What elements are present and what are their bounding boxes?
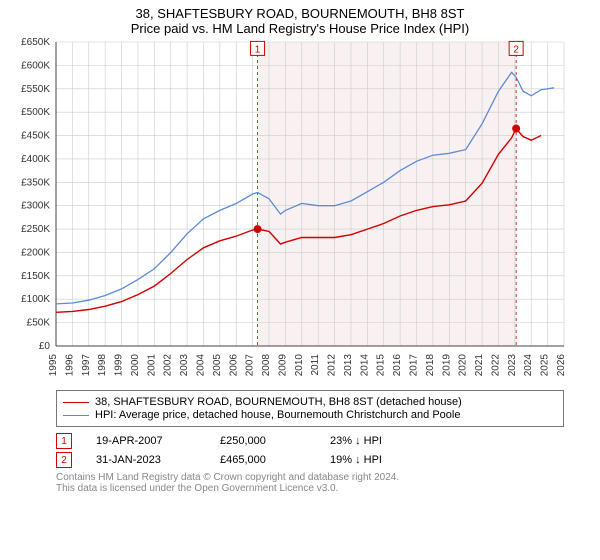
- svg-text:2020: 2020: [458, 354, 469, 377]
- svg-text:£0: £0: [39, 341, 51, 352]
- svg-text:2006: 2006: [228, 354, 239, 377]
- sale-date: 19-APR-2007: [96, 435, 220, 447]
- svg-text:2013: 2013: [343, 354, 354, 377]
- sale-price: £465,000: [220, 454, 330, 466]
- svg-text:2024: 2024: [523, 354, 534, 377]
- svg-text:£600K: £600K: [21, 60, 50, 71]
- svg-text:2011: 2011: [310, 354, 321, 376]
- legend-swatch: [63, 415, 89, 416]
- svg-text:2009: 2009: [277, 354, 288, 377]
- svg-text:£650K: £650K: [21, 38, 50, 48]
- chart-title: 38, SHAFTESBURY ROAD, BOURNEMOUTH, BH8 8…: [0, 0, 600, 38]
- svg-text:£500K: £500K: [21, 107, 50, 118]
- legend-label: 38, SHAFTESBURY ROAD, BOURNEMOUTH, BH8 8…: [95, 396, 462, 408]
- svg-text:£350K: £350K: [21, 177, 50, 188]
- svg-text:2025: 2025: [540, 354, 551, 377]
- sale-date: 31-JAN-2023: [96, 454, 220, 466]
- title-address: 38, SHAFTESBURY ROAD, BOURNEMOUTH, BH8 8…: [0, 6, 600, 21]
- svg-text:2014: 2014: [359, 354, 370, 377]
- sale-delta: 23% ↓ HPI: [330, 435, 450, 447]
- title-subtitle: Price paid vs. HM Land Registry's House …: [0, 21, 600, 36]
- svg-text:2016: 2016: [392, 354, 403, 377]
- svg-text:2021: 2021: [474, 354, 485, 377]
- svg-text:£100K: £100K: [21, 294, 50, 305]
- svg-text:2008: 2008: [261, 354, 272, 377]
- svg-text:1997: 1997: [81, 354, 92, 377]
- footer-line1: Contains HM Land Registry data © Crown c…: [56, 472, 564, 483]
- svg-text:2026: 2026: [556, 354, 567, 377]
- svg-text:1: 1: [255, 44, 261, 55]
- svg-text:2000: 2000: [130, 354, 141, 377]
- svg-text:£200K: £200K: [21, 247, 50, 258]
- sale-price: £250,000: [220, 435, 330, 447]
- svg-text:1996: 1996: [64, 354, 75, 377]
- legend-item: HPI: Average price, detached house, Bour…: [63, 409, 557, 421]
- legend: 38, SHAFTESBURY ROAD, BOURNEMOUTH, BH8 8…: [56, 390, 564, 427]
- legend-swatch: [63, 402, 89, 403]
- svg-text:2010: 2010: [294, 354, 305, 377]
- footer: Contains HM Land Registry data © Crown c…: [56, 472, 564, 494]
- svg-text:2001: 2001: [146, 354, 157, 377]
- sales-table: 1 19-APR-2007£250,00023% ↓ HPI 2 31-JAN-202…: [56, 433, 564, 468]
- svg-text:2022: 2022: [490, 354, 501, 377]
- svg-text:2005: 2005: [212, 354, 223, 377]
- sale-marker-2: 2: [56, 452, 72, 468]
- svg-text:2002: 2002: [163, 354, 174, 377]
- svg-text:£400K: £400K: [21, 154, 50, 165]
- svg-text:2015: 2015: [376, 354, 387, 377]
- svg-text:2012: 2012: [327, 354, 338, 377]
- svg-text:1995: 1995: [48, 354, 59, 377]
- sale-row: 2 31-JAN-2023£465,00019% ↓ HPI: [56, 452, 564, 468]
- svg-text:2017: 2017: [409, 354, 420, 377]
- svg-text:1998: 1998: [97, 354, 108, 377]
- svg-text:2019: 2019: [441, 354, 452, 377]
- svg-text:2004: 2004: [195, 354, 206, 377]
- footer-line2: This data is licensed under the Open Gov…: [56, 483, 564, 494]
- svg-text:1999: 1999: [114, 354, 125, 377]
- sale-row: 1 19-APR-2007£250,00023% ↓ HPI: [56, 433, 564, 449]
- svg-text:£250K: £250K: [21, 224, 50, 235]
- svg-text:£450K: £450K: [21, 131, 50, 142]
- svg-text:2018: 2018: [425, 354, 436, 377]
- svg-text:£300K: £300K: [21, 201, 50, 212]
- svg-text:£550K: £550K: [21, 84, 50, 95]
- sale-marker-1: 1: [56, 433, 72, 449]
- legend-label: HPI: Average price, detached house, Bour…: [95, 409, 460, 421]
- svg-text:2003: 2003: [179, 354, 190, 377]
- svg-text:£50K: £50K: [27, 318, 51, 329]
- sale-delta: 19% ↓ HPI: [330, 454, 450, 466]
- svg-text:2007: 2007: [245, 354, 256, 377]
- svg-text:2023: 2023: [507, 354, 518, 377]
- price-chart: £0 £50K £100K £150K £200K £250K £300K £350K £400…: [0, 38, 600, 386]
- svg-text:2: 2: [513, 44, 519, 55]
- legend-item: 38, SHAFTESBURY ROAD, BOURNEMOUTH, BH8 8…: [63, 396, 557, 408]
- svg-text:£150K: £150K: [21, 271, 50, 282]
